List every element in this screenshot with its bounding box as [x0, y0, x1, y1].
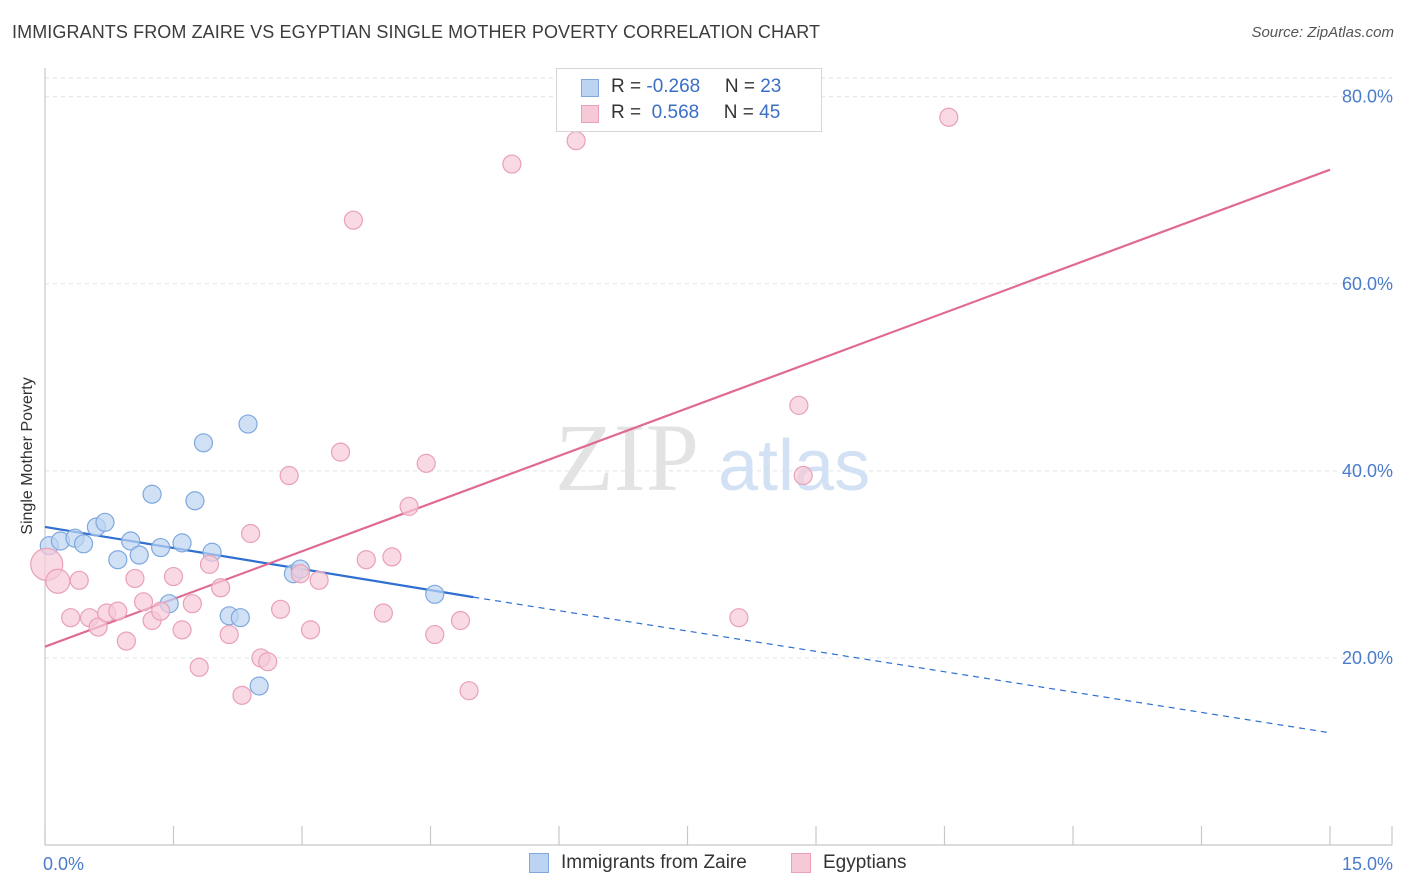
point-zaire [249, 676, 269, 696]
point-egyptians [241, 523, 261, 544]
chart-title: IMMIGRANTS FROM ZAIRE VS EGYPTIAN SINGLE… [12, 22, 821, 42]
r-label: R = [611, 102, 647, 123]
point-egyptians [729, 608, 749, 628]
point-egyptians [61, 608, 81, 628]
point-egyptians [172, 620, 192, 640]
point-egyptians [939, 107, 959, 127]
legend-swatch-pink [791, 853, 811, 873]
point-egyptians [199, 554, 220, 574]
source-credit: Source: ZipAtlas.com [1251, 24, 1394, 41]
data-points [30, 107, 959, 705]
point-egyptians [211, 578, 231, 598]
point-zaire [151, 537, 171, 558]
axes [44, 68, 1393, 846]
point-egyptians [330, 442, 351, 462]
legend-label-egyptians: Egyptians [823, 852, 907, 873]
point-egyptians [290, 564, 310, 584]
point-egyptians [793, 465, 813, 486]
point-zaire [142, 484, 162, 504]
series-legend: Immigrants from Zaire Egyptians [0, 850, 1406, 878]
point-egyptians [373, 603, 393, 623]
point-egyptians [189, 657, 209, 677]
point-zaire [172, 533, 192, 553]
point-zaire [121, 531, 141, 551]
correlation-legend: R = -0.268 N = 23 R = 0.568 N = 45 [556, 68, 822, 132]
r-value: -0.268 [646, 76, 701, 97]
y-tick-label: 40.0% [1342, 461, 1393, 481]
point-egyptians [88, 617, 108, 637]
n-label: N = [723, 102, 760, 123]
point-egyptians [116, 631, 136, 651]
watermark: ZIP atlas [555, 404, 870, 511]
point-egyptians [789, 395, 809, 415]
point-egyptians [425, 624, 445, 645]
y-tick-label: 80.0% [1342, 87, 1393, 107]
point-egyptians [69, 570, 89, 590]
point-zaire [108, 550, 128, 570]
legend-swatch-blue [581, 79, 599, 97]
point-egyptians [309, 570, 329, 590]
r-label: R = [611, 76, 647, 97]
x-tick-label: 0.0% [43, 854, 84, 874]
trend-line-egyptians [44, 168, 1331, 648]
point-egyptians [151, 601, 171, 621]
point-zaire [95, 512, 115, 532]
n-value: 45 [759, 102, 781, 123]
point-egyptians [450, 610, 471, 631]
point-zaire [193, 433, 214, 453]
point-zaire [238, 414, 258, 434]
point-egyptians [163, 566, 184, 587]
watermark-zip: ZIP [555, 404, 699, 511]
r-value: 0.568 [646, 102, 700, 123]
tick-labels: 20.0% 40.0% 60.0% 80.0% 0.0% 15.0% [43, 87, 1393, 874]
point-egyptians [258, 652, 278, 672]
n-value: 23 [760, 76, 782, 97]
point-egyptians [279, 465, 299, 486]
point-egyptians [108, 601, 128, 621]
point-egyptians [343, 210, 363, 230]
point-egyptians [133, 592, 154, 612]
point-zaire [425, 584, 445, 604]
legend-swatch-pink [581, 105, 599, 123]
point-egyptians [459, 681, 479, 701]
y-tick-label: 60.0% [1342, 274, 1393, 294]
legend-swatch-blue [529, 853, 549, 873]
trend-line-zaire [44, 525, 474, 599]
point-zaire [129, 545, 149, 565]
x-tick-label: 15.0% [1342, 854, 1393, 874]
trend-line-zaire-extension [473, 596, 1331, 734]
point-egyptians [232, 685, 252, 705]
point-zaire [73, 534, 94, 554]
point-egyptians [125, 568, 145, 589]
point-egyptians [382, 547, 402, 567]
trend-lines [44, 168, 1331, 734]
point-zaire [230, 608, 250, 628]
point-zaire [185, 491, 205, 511]
point-egyptians [300, 620, 321, 640]
point-egyptians [182, 594, 202, 614]
point-egyptians [416, 453, 436, 473]
point-egyptians [219, 624, 239, 645]
point-egyptians [566, 131, 586, 151]
point-egyptians [356, 550, 376, 570]
watermark-atlas: atlas [718, 426, 870, 506]
point-egyptians [399, 496, 419, 516]
n-label: N = [724, 76, 761, 97]
y-tick-label: 20.0% [1342, 648, 1393, 668]
point-egyptians [502, 154, 522, 174]
legend-label-zaire: Immigrants from Zaire [561, 852, 747, 873]
point-egyptians [45, 568, 71, 594]
point-egyptians [270, 599, 291, 619]
